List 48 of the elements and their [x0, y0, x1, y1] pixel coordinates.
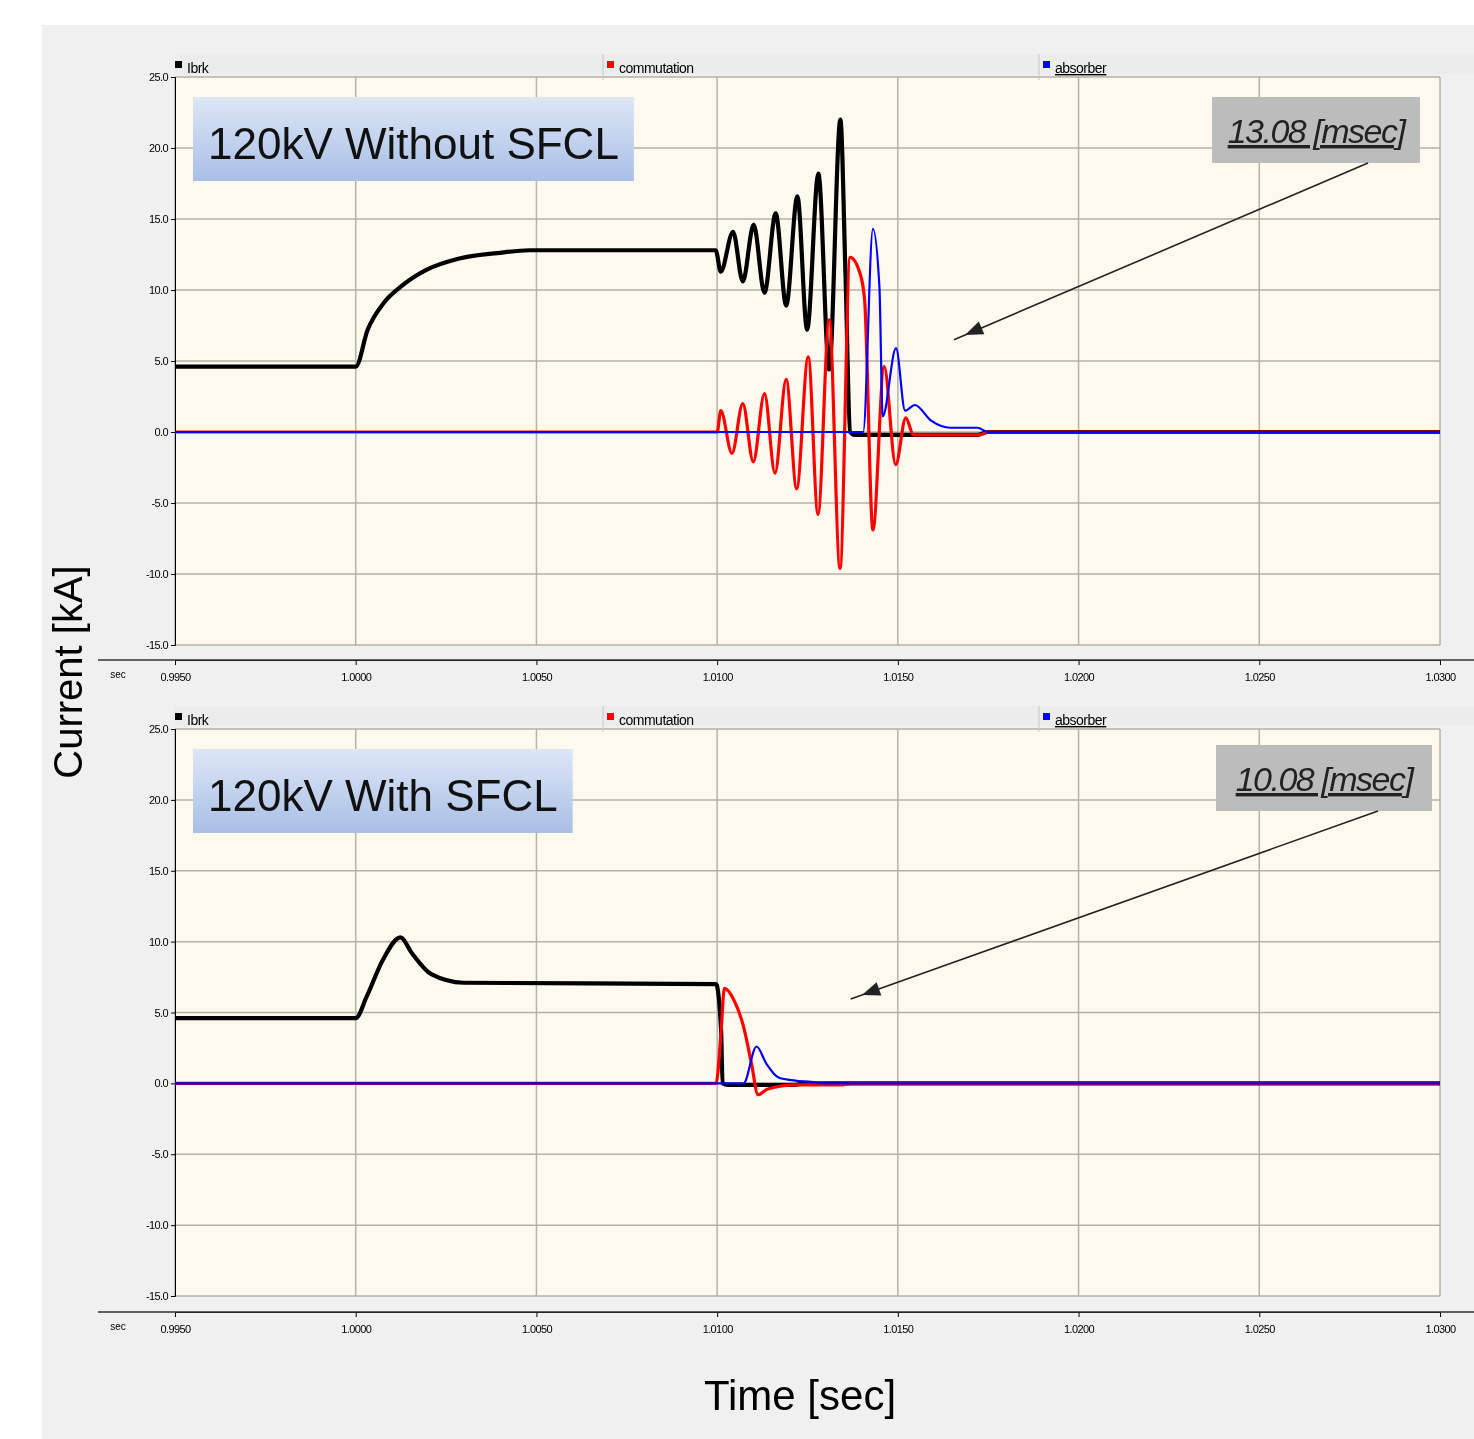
- y-tick-label: 20.0: [148, 142, 169, 155]
- y-tick-label: 25.0: [148, 71, 169, 84]
- text: sec: [110, 669, 126, 680]
- x-tick-label: 1.0100: [702, 1323, 734, 1336]
- x-tick-label: 1.0000: [341, 671, 372, 684]
- y-tick-label: 15.0: [148, 864, 169, 877]
- y-tick-label: 10.0: [148, 935, 169, 948]
- x-tick-label: 1.0300: [1425, 671, 1456, 684]
- x-tick-label: 0.9950: [160, 671, 191, 684]
- x-tick-label: 1.0050: [521, 1323, 553, 1336]
- x-tick-label: 1.0200: [1064, 1323, 1095, 1336]
- y-tick-label: -5.0: [151, 497, 169, 510]
- y-tick-label: -10.0: [145, 1219, 169, 1232]
- y-tick-label: 0.0: [154, 1077, 169, 1090]
- y-tick-label: 0.0: [154, 426, 169, 439]
- y-axis-title: Current [kA]: [46, 565, 90, 779]
- y-tick-label: 15.0: [148, 213, 169, 226]
- x-tick-label: 1.0000: [341, 1323, 372, 1336]
- text: 120kV With SFCL: [208, 771, 558, 820]
- x-tick-label: 1.0250: [1244, 1323, 1276, 1336]
- legend-label: Ibrk: [187, 60, 210, 76]
- annotation: 13.08 [msec]: [1227, 112, 1408, 150]
- x-tick-label: 1.0050: [521, 671, 553, 684]
- legend-label: Ibrk: [187, 712, 210, 728]
- legend-label: commutation: [619, 60, 694, 76]
- y-tick-label: 5.0: [154, 1006, 169, 1019]
- y-tick-label: 20.0: [148, 793, 169, 806]
- x-tick-label: 1.0150: [883, 671, 914, 684]
- y-tick-label: 10.0: [148, 284, 169, 297]
- legend-label: absorber: [1055, 60, 1108, 76]
- x-axis-title: Time [sec]: [703, 1372, 897, 1419]
- legend-label: commutation: [619, 712, 694, 728]
- x-tick-label: 1.0100: [702, 671, 734, 684]
- y-tick-label: -5.0: [151, 1148, 169, 1161]
- x-tick-label: 1.0200: [1064, 671, 1095, 684]
- y-tick-label: 5.0: [154, 355, 169, 368]
- legend-label: absorber: [1055, 712, 1108, 728]
- x-tick-label: 1.0150: [883, 1323, 914, 1336]
- annotation: 10.08 [msec]: [1235, 760, 1416, 798]
- text: 120kV Without SFCL: [208, 119, 619, 168]
- y-tick-label: -15.0: [145, 639, 169, 652]
- text: sec: [110, 1321, 126, 1332]
- x-tick-label: 0.9950: [160, 1323, 191, 1336]
- y-tick-label: -10.0: [145, 568, 169, 581]
- y-tick-label: 25.0: [148, 723, 169, 736]
- x-tick-label: 1.0250: [1244, 671, 1276, 684]
- y-tick-label: -15.0: [145, 1290, 169, 1303]
- x-tick-label: 1.0300: [1425, 1323, 1456, 1336]
